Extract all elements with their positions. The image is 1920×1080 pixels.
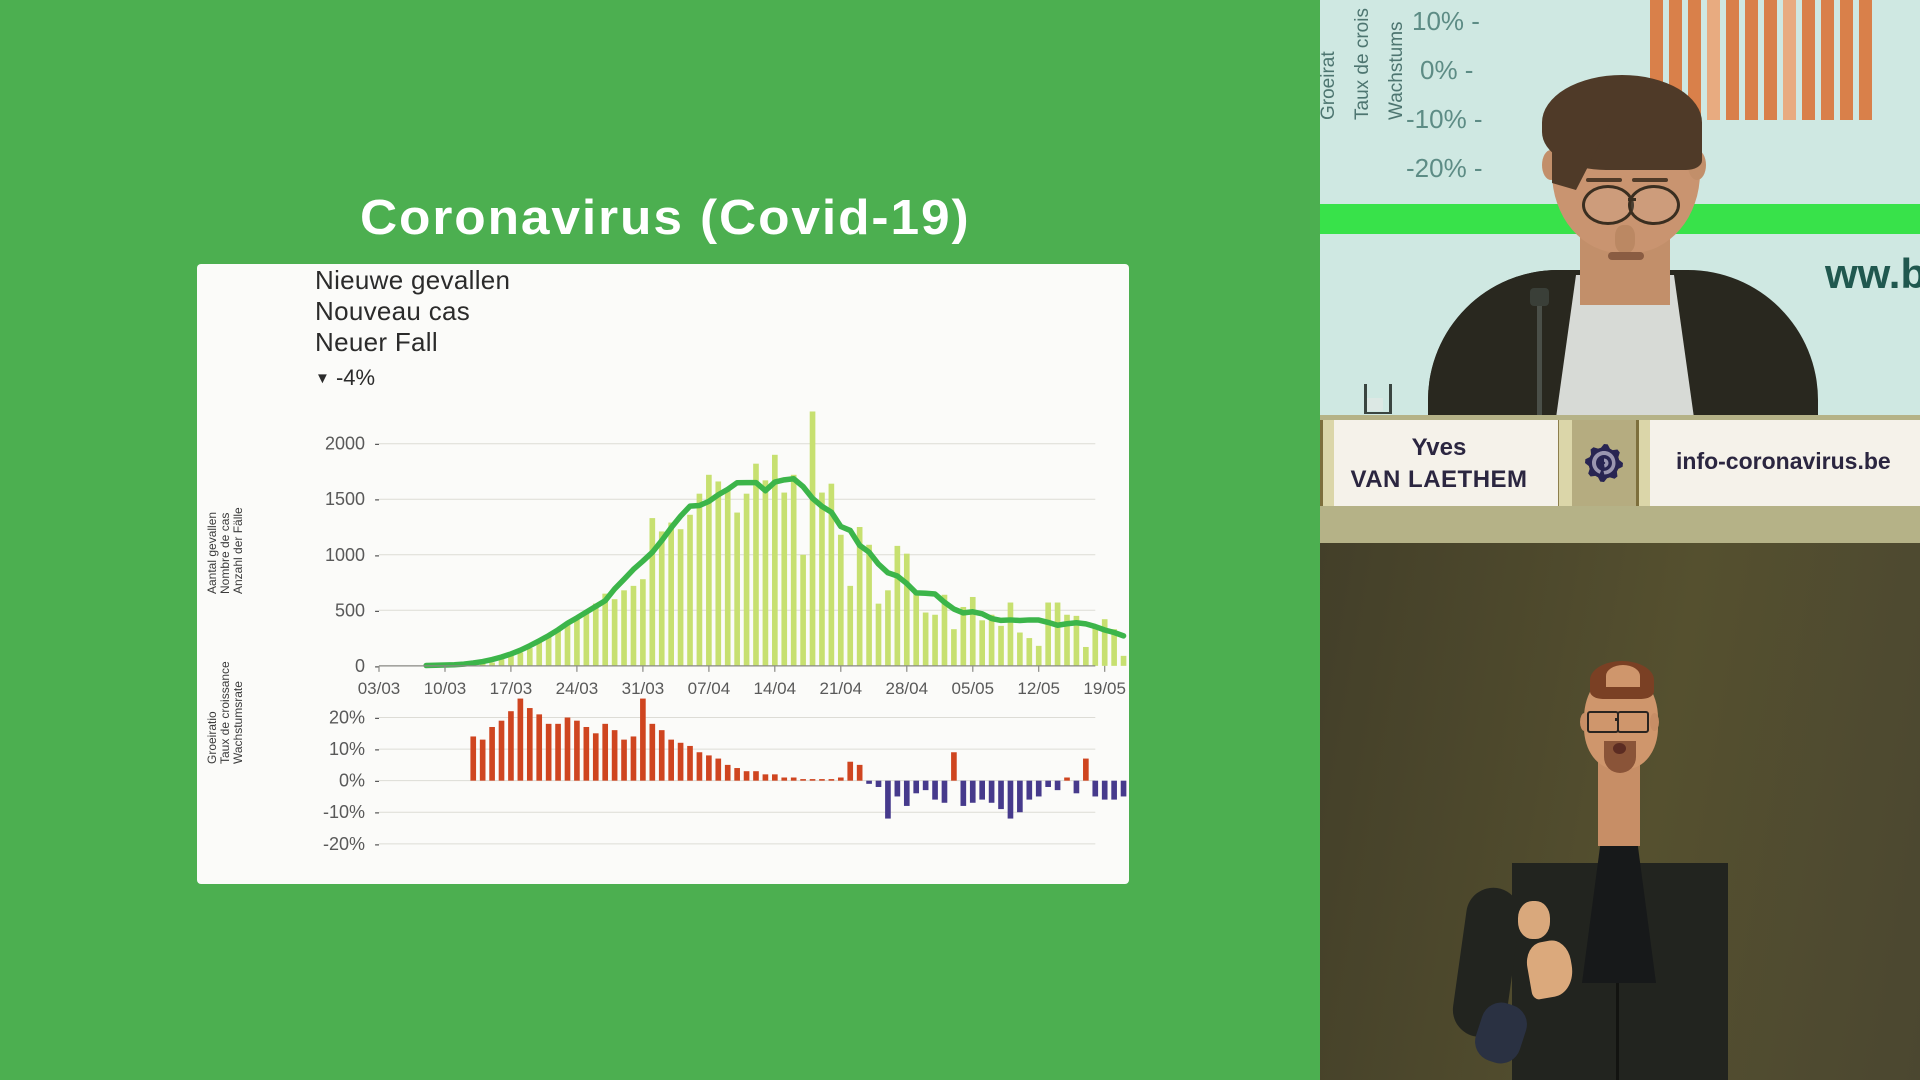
- svg-text:12/05: 12/05: [1017, 679, 1060, 698]
- svg-text:03/03: 03/03: [358, 679, 401, 698]
- svg-text:-: -: [374, 804, 379, 821]
- svg-text:-: -: [374, 436, 379, 453]
- svg-text:-: -: [374, 602, 379, 619]
- svg-text:1500: 1500: [325, 489, 365, 509]
- svg-text:-: -: [374, 836, 379, 853]
- svg-text:1000: 1000: [325, 545, 365, 565]
- svg-text:-: -: [374, 491, 379, 508]
- svg-text:-20%: -20%: [323, 834, 365, 854]
- svg-text:-: -: [374, 773, 379, 790]
- svg-text:-: -: [374, 741, 379, 758]
- svg-text:17/03: 17/03: [490, 679, 533, 698]
- svg-text:07/04: 07/04: [688, 679, 731, 698]
- svg-text:0%: 0%: [339, 771, 365, 791]
- svg-text:0: 0: [355, 656, 365, 676]
- svg-text:31/03: 31/03: [622, 679, 665, 698]
- svg-text:19/05: 19/05: [1083, 679, 1126, 698]
- svg-text:-: -: [374, 547, 379, 564]
- svg-text:500: 500: [335, 600, 365, 620]
- svg-text:05/05: 05/05: [952, 679, 995, 698]
- svg-text:-10%: -10%: [323, 802, 365, 822]
- svg-text:-: -: [374, 710, 379, 727]
- svg-text:24/03: 24/03: [556, 679, 599, 698]
- svg-text:2000: 2000: [325, 434, 365, 454]
- svg-text:10/03: 10/03: [424, 679, 467, 698]
- svg-text:20%: 20%: [329, 708, 365, 728]
- svg-text:10%: 10%: [329, 739, 365, 759]
- svg-text:28/04: 28/04: [886, 679, 929, 698]
- svg-text:14/04: 14/04: [754, 679, 797, 698]
- svg-text:21/04: 21/04: [820, 679, 863, 698]
